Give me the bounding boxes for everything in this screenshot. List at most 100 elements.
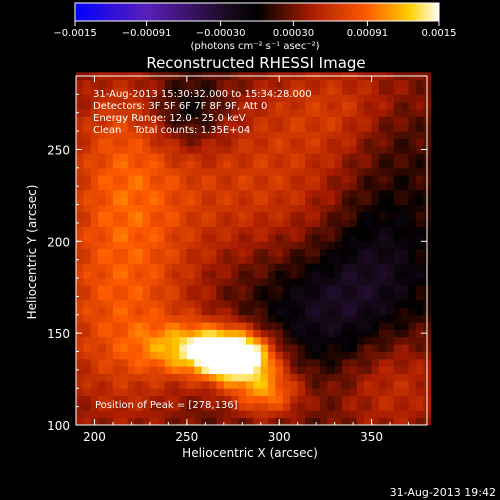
heatmap-cell (290, 233, 299, 242)
heatmap-cell (201, 219, 210, 228)
heatmap-cell (245, 248, 254, 257)
heatmap-cell (342, 322, 350, 330)
heatmap-cell (142, 94, 151, 103)
heatmap-cell (201, 241, 210, 250)
heatmap-cell (408, 241, 417, 250)
heatmap-cell (157, 233, 166, 242)
heatmap-cell (371, 358, 380, 367)
heatmap-cell (149, 197, 158, 205)
heatmap-cell (209, 145, 217, 154)
heatmap-cell (268, 197, 276, 205)
heatmap-cell (231, 211, 239, 220)
heatmap-cell (216, 94, 225, 103)
heatmap-cell (149, 380, 158, 389)
heatmap-cell (393, 189, 402, 198)
heatmap-cell (186, 79, 195, 88)
heatmap-cell (216, 380, 225, 389)
heatmap-cell (105, 417, 114, 426)
heatmap-cell (349, 270, 358, 279)
heatmap-cell (186, 241, 195, 250)
heatmap-cell (253, 109, 262, 117)
heatmap-cell (342, 160, 350, 169)
heatmap-cell (76, 233, 84, 242)
heatmap-cell (342, 263, 350, 272)
heatmap-cell (157, 292, 166, 301)
heatmap-cell (260, 241, 269, 250)
heatmap-cell (327, 292, 336, 301)
info-energy-range: Energy Range: 12.0 - 25.0 keV (93, 113, 246, 124)
heatmap-cell (364, 358, 372, 367)
heatmap-cell (245, 189, 254, 198)
heatmap-cell (142, 322, 151, 330)
heatmap-cell (408, 167, 417, 176)
heatmap-cell (408, 263, 417, 272)
heatmap-cell (186, 417, 195, 426)
heatmap-cell (120, 138, 129, 147)
heatmap-cell (127, 380, 136, 389)
heatmap-cell (164, 380, 173, 389)
heatmap-cell (319, 256, 328, 264)
heatmap-cell (216, 278, 225, 286)
heatmap-cell (179, 270, 188, 279)
heatmap-cell (334, 248, 343, 257)
heatmap-cell (290, 329, 299, 338)
heatmap-cell (378, 131, 387, 139)
heatmap-cell (186, 329, 195, 338)
heatmap-cell (282, 307, 291, 316)
heatmap-cell (297, 263, 306, 272)
heatmap-cell (209, 373, 217, 382)
heatmap-cell (120, 87, 129, 95)
heatmap-cell (290, 226, 299, 235)
heatmap-cell (201, 358, 210, 367)
heatmap-cell (201, 278, 210, 286)
heatmap-cell (371, 366, 380, 374)
heatmap-cell (349, 101, 358, 110)
heatmap-cell (179, 373, 188, 382)
heatmap-cell (297, 79, 306, 88)
heatmap-cell (268, 175, 276, 183)
heatmap-cell (83, 322, 92, 330)
heatmap-cell (275, 366, 284, 374)
heatmap-cell (401, 336, 409, 345)
heatmap-cell (253, 314, 262, 323)
heatmap-cell (231, 344, 239, 352)
heatmap-cell (164, 211, 173, 220)
heatmap-cell (172, 204, 180, 213)
heatmap-cell (186, 388, 195, 397)
heatmap-cell (172, 285, 180, 294)
heatmap-cell (342, 219, 350, 228)
heatmap-cell (209, 219, 217, 228)
heatmap-cell (172, 263, 180, 272)
info-detectors: Detectors: 3F 5F 6F 7F 8F 9F, Att 0 (93, 101, 267, 112)
heatmap-cell (127, 109, 136, 117)
heatmap-cell (268, 131, 276, 139)
heatmap-cell (231, 94, 239, 103)
heatmap-cell (297, 314, 306, 323)
heatmap-cell (312, 410, 321, 419)
heatmap-cell (186, 226, 195, 235)
heatmap-cell (342, 241, 350, 250)
heatmap-cell (231, 175, 239, 183)
heatmap-cell (98, 278, 106, 286)
heatmap-cell (98, 380, 106, 389)
heatmap-cell (275, 380, 284, 389)
heatmap-cell (364, 402, 372, 411)
heatmap-cell (342, 109, 350, 117)
heatmap-cell (209, 388, 217, 397)
heatmap-cell (120, 79, 129, 88)
heatmap-cell (172, 314, 180, 323)
heatmap-cell (327, 219, 336, 228)
heatmap-cell (356, 395, 365, 404)
heatmap-cell (356, 329, 365, 338)
heatmap-cell (112, 79, 121, 88)
heatmap-cell (231, 153, 239, 161)
heatmap-cell (253, 123, 262, 132)
heatmap-cell (356, 123, 365, 132)
heatmap-cell (305, 109, 313, 117)
heatmap-cell (268, 116, 276, 125)
heatmap-cell (282, 344, 291, 352)
heatmap-cell (231, 366, 239, 374)
heatmap-cell (223, 101, 232, 110)
heatmap-cell (371, 344, 380, 352)
heatmap-cell (98, 189, 106, 198)
